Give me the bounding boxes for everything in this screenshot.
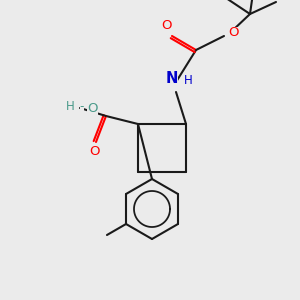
Text: O: O [162, 19, 172, 32]
Text: O: O [87, 101, 98, 115]
Text: -: - [80, 100, 84, 113]
Text: O: O [89, 145, 99, 158]
Text: H: H [66, 100, 75, 113]
Text: N: N [166, 71, 178, 86]
Text: O: O [228, 26, 238, 40]
Text: H: H [184, 74, 193, 87]
